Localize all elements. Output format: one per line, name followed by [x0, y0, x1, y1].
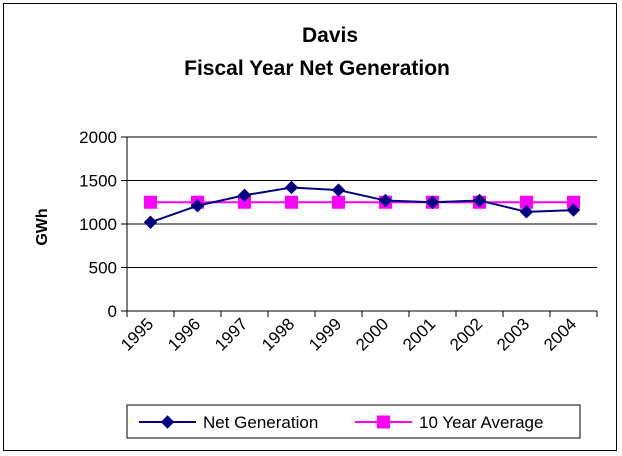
chart-title: Davis	[302, 24, 358, 47]
data-point-2003	[519, 205, 534, 219]
y-tick-label-500: 500	[89, 259, 117, 278]
data-point-1996	[190, 199, 205, 213]
y-tick-labels: 0 500 1000 1500 2000	[79, 128, 117, 321]
legend-items: Net Generation 10 Year Average	[139, 413, 543, 432]
data-point-2001	[425, 195, 440, 209]
legend-marker	[377, 415, 390, 429]
y-tick-label-1500: 1500	[79, 172, 117, 191]
x-tick-label-2004: 2004	[540, 314, 580, 354]
y-axis-label: GWh	[34, 208, 51, 245]
legend-label: 10 Year Average	[419, 413, 543, 432]
x-tick-label-1999: 1999	[305, 314, 345, 354]
data-point-1999	[331, 183, 346, 197]
series-line	[150, 186, 574, 224]
legend-label: Net Generation	[203, 413, 318, 432]
x-tick-label-1995: 1995	[117, 314, 157, 354]
x-tick-label-2002: 2002	[446, 314, 486, 354]
legend: Net Generation 10 Year Average	[126, 404, 581, 439]
data-point-2000	[378, 193, 393, 208]
series-net-generation	[143, 180, 581, 229]
data-point-1998	[285, 195, 298, 209]
x-tick-label-2000: 2000	[352, 314, 392, 354]
x-tick-label-1997: 1997	[211, 314, 251, 354]
x-tick-labels: 1995 1996 1997 1998 1999 2000 2001 2002 2003 2004	[117, 314, 580, 354]
data-point-2004	[566, 203, 581, 217]
x-tick-label-1998: 1998	[258, 314, 298, 354]
legend-marker	[160, 415, 175, 429]
chart-subtitle: Fiscal Year Net Generation	[184, 57, 450, 80]
y-tick-label-2000: 2000	[79, 128, 117, 147]
data-point-1998	[284, 180, 299, 195]
data-point-2002	[472, 193, 487, 208]
legend-item-net-generation: Net Generation	[139, 413, 318, 432]
axes	[126, 137, 598, 317]
y-tick-label-1000: 1000	[79, 215, 117, 234]
data-point-1999	[332, 195, 345, 209]
data-point-1995	[143, 215, 158, 229]
gridlines	[121, 136, 597, 312]
data-point-1997	[237, 188, 252, 202]
x-tick-label-2003: 2003	[493, 314, 533, 354]
x-tick-label-2001: 2001	[399, 314, 439, 354]
legend-item-10-year-average: 10 Year Average	[355, 413, 543, 432]
legend-box	[126, 404, 581, 439]
x-tick-label-1996: 1996	[164, 314, 204, 354]
series-layer	[143, 180, 581, 229]
y-tick-label-0: 0	[108, 302, 117, 321]
data-point-1995	[144, 195, 157, 209]
